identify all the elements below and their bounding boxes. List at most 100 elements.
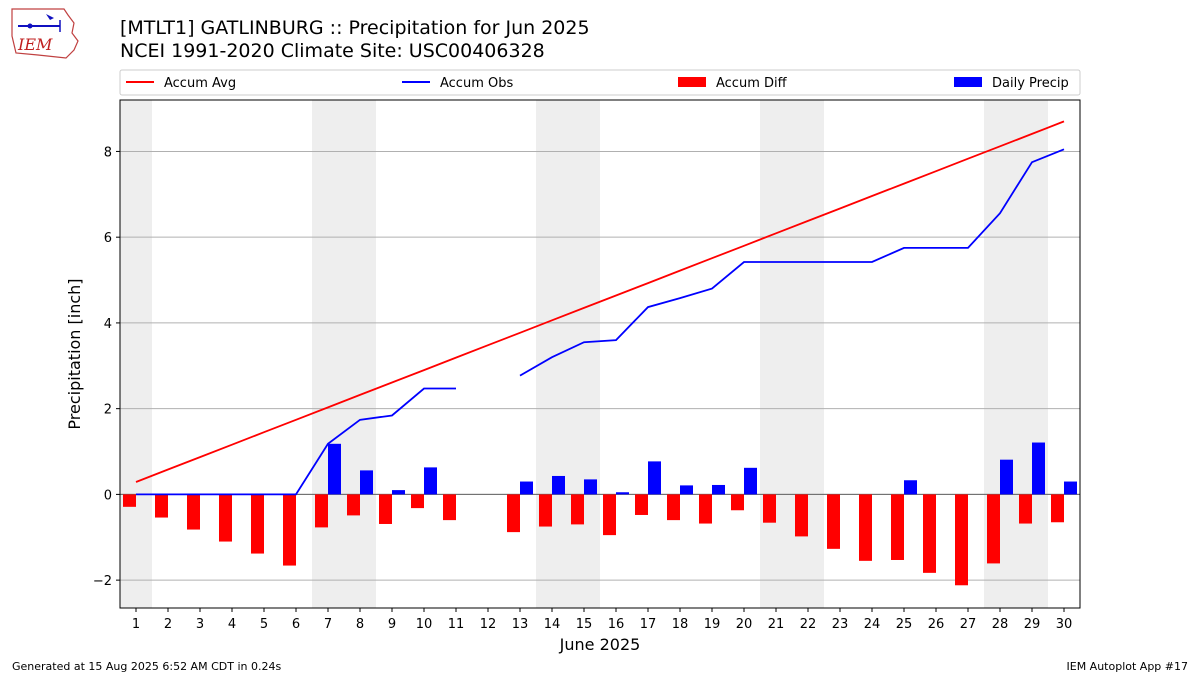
legend: Accum Avg Accum Obs Accum Diff Daily Precip — [119, 69, 1081, 96]
accum-diff-bar — [731, 494, 744, 511]
x-tick-label: 18 — [672, 617, 689, 632]
accum-diff-bar — [923, 494, 936, 573]
accum-diff-bar — [635, 494, 648, 515]
legend-swatch — [954, 77, 982, 87]
daily-precip-bar — [648, 461, 661, 495]
footer-generated-text: Generated at 15 Aug 2025 6:52 AM CDT in … — [12, 660, 282, 673]
daily-precip-bar — [904, 480, 917, 495]
x-tick-label: 3 — [196, 617, 204, 632]
legend-label: Accum Avg — [164, 76, 236, 91]
x-tick-label: 1 — [132, 617, 140, 632]
x-tick-label: 20 — [736, 617, 753, 632]
weekend-band — [344, 100, 376, 608]
daily-precip-bar — [1032, 442, 1045, 495]
logo-text: IEM — [17, 35, 53, 54]
accum-diff-bar — [539, 494, 552, 527]
x-tick-label: 21 — [768, 617, 785, 632]
weekend-band — [1016, 100, 1048, 608]
accum-obs-line — [136, 387, 456, 496]
legend-label: Accum Obs — [440, 76, 513, 91]
daily-precip-bar — [360, 470, 373, 495]
daily-precip-bar — [424, 467, 437, 495]
daily-precip-bar — [584, 479, 597, 495]
accum-diff-bar — [251, 494, 264, 554]
x-tick-label: 30 — [1056, 617, 1073, 632]
accum-diff-bar — [219, 494, 232, 542]
daily-precip-bar — [1064, 481, 1077, 495]
accum-obs-line — [519, 148, 1065, 377]
daily-precip-bar — [552, 475, 565, 495]
x-tick-label: 10 — [416, 617, 433, 632]
y-tick-label: 8 — [104, 145, 112, 160]
accum-avg-line — [135, 120, 1065, 483]
x-tick-label: 22 — [800, 617, 817, 632]
plot-frame — [119, 99, 1081, 609]
accum-diff-bar — [411, 494, 424, 509]
x-tick-label: 11 — [448, 617, 465, 632]
chart-title: [MTLT1] GATLINBURG :: Precipitation for … — [120, 17, 590, 39]
x-tick-label: 27 — [960, 617, 977, 632]
footer-app-text: IEM Autoplot App #17 — [1066, 660, 1189, 673]
weekend-shading — [120, 100, 1048, 608]
x-tick-label: 25 — [896, 617, 913, 632]
x-axis-label: June 2025 — [559, 635, 641, 654]
accum-diff-bar — [827, 494, 840, 549]
accum-diff-bar — [187, 494, 200, 530]
legend-label: Daily Precip — [992, 76, 1069, 91]
accum-diff-bar — [763, 494, 776, 523]
accum-diff-bar — [795, 494, 808, 537]
weekend-band — [312, 100, 344, 608]
x-tick-label: 9 — [388, 617, 396, 632]
daily-precip-bar — [328, 443, 341, 495]
legend-swatch — [678, 77, 706, 87]
daily-precip-bar — [1000, 459, 1013, 495]
x-tick-label: 2 — [164, 617, 172, 632]
accum-diff-bar — [507, 494, 520, 533]
y-tick-label: 2 — [104, 403, 112, 418]
x-tick-label: 16 — [608, 617, 625, 632]
accum-diff-bar — [987, 494, 1000, 564]
x-tick-label: 13 — [512, 617, 529, 632]
accum-diff-bar — [379, 494, 392, 524]
accum-diff-bar — [1019, 494, 1032, 524]
accum-diff-bar — [699, 494, 712, 524]
y-axis-ticks: −2 0 2 4 6 8 — [93, 145, 120, 589]
x-axis-ticks: 1 2 3 4 5 6 7 8 9 10 11 12 13 14 15 16 17 18 19 20 21 22 23 24 2… — [132, 608, 1072, 632]
accum-diff-bar — [123, 494, 136, 507]
x-tick-label: 29 — [1024, 617, 1041, 632]
accum-diff-bar — [155, 494, 168, 518]
daily-precip-bar — [744, 467, 757, 495]
accum-diff-bar — [571, 494, 584, 525]
daily-precip-bar — [616, 492, 629, 495]
daily-precip-bar — [392, 490, 405, 495]
x-tick-label: 12 — [480, 617, 497, 632]
legend-box — [119, 69, 1081, 96]
legend-label: Accum Diff — [716, 76, 788, 91]
accum-diff-bar — [955, 494, 968, 586]
x-tick-label: 5 — [260, 617, 268, 632]
accum-diff-bar — [347, 494, 360, 516]
x-tick-label: 6 — [292, 617, 300, 632]
x-tick-label: 8 — [356, 617, 364, 632]
accum-diff-bar — [603, 494, 616, 536]
x-tick-label: 19 — [704, 617, 721, 632]
y-tick-label: −2 — [93, 574, 112, 589]
x-tick-label: 26 — [928, 617, 945, 632]
daily-precip-bar — [712, 484, 725, 495]
x-tick-label: 24 — [864, 617, 881, 632]
weekend-band — [568, 100, 600, 608]
daily-precip-bar — [680, 485, 693, 495]
accum-diff-bar — [859, 494, 872, 561]
weekend-band — [760, 100, 792, 608]
x-tick-label: 14 — [544, 617, 561, 632]
y-tick-label: 6 — [104, 231, 112, 246]
x-tick-label: 28 — [992, 617, 1009, 632]
accum-diff-bar — [1051, 494, 1064, 523]
x-tick-label: 7 — [324, 617, 332, 632]
line-marks — [135, 120, 1065, 496]
accum-diff-bar — [443, 494, 456, 521]
weekend-band — [120, 100, 152, 608]
y-tick-label: 0 — [104, 488, 112, 503]
accum-diff-bar — [315, 494, 328, 528]
